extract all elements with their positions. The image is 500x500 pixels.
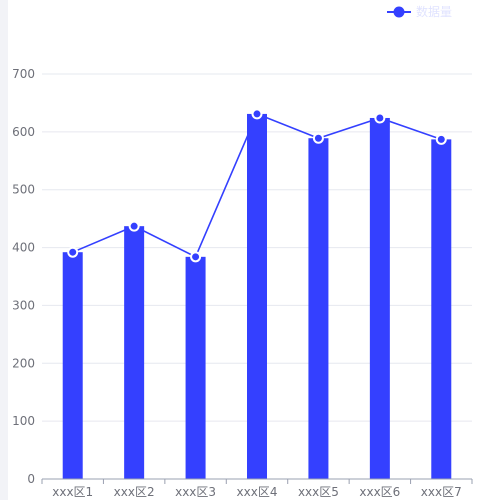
y-tick-label: 600 bbox=[12, 125, 35, 139]
line-point[interactable] bbox=[67, 246, 79, 258]
bar[interactable] bbox=[62, 252, 83, 479]
x-axis: xxx区1 xxx区2 xxx区3 xxx区4 xxx区5 xxx区6 xxx区7 bbox=[41, 478, 473, 499]
bar[interactable] bbox=[308, 138, 329, 479]
y-tick-label: 100 bbox=[12, 414, 35, 428]
y-tick-label: 200 bbox=[12, 356, 35, 370]
y-tick-label: 0 bbox=[27, 472, 35, 486]
x-tick-label: xxx区7 bbox=[421, 485, 462, 499]
y-tick-label: 700 bbox=[12, 67, 35, 81]
x-tick-label: xxx区6 bbox=[359, 485, 400, 499]
legend[interactable]: 数据量 bbox=[387, 4, 452, 19]
x-tick-label: xxx区5 bbox=[298, 485, 339, 499]
legend-marker-icon bbox=[393, 6, 405, 18]
x-tick-label: xxx区4 bbox=[237, 485, 278, 499]
bar[interactable] bbox=[247, 113, 267, 480]
y-tick-label: 400 bbox=[12, 241, 35, 255]
grid-lines bbox=[42, 73, 472, 422]
y-tick-label: 500 bbox=[12, 183, 35, 197]
line-point[interactable] bbox=[435, 133, 447, 145]
bar[interactable] bbox=[185, 256, 206, 479]
y-axis-ticks: 0 100 200 300 400 500 600 700 bbox=[12, 67, 35, 486]
line-point[interactable] bbox=[374, 112, 386, 124]
bar[interactable] bbox=[369, 117, 390, 479]
bar[interactable] bbox=[124, 226, 145, 479]
x-tick-label: xxx区3 bbox=[175, 485, 216, 499]
x-tick-label: xxx区1 bbox=[52, 485, 93, 499]
line-point[interactable] bbox=[128, 220, 140, 232]
line-point[interactable] bbox=[312, 132, 324, 144]
line-series bbox=[67, 108, 447, 263]
left-edge-strip bbox=[0, 0, 8, 500]
y-tick-label: 300 bbox=[12, 298, 35, 312]
x-tick-label: xxx区2 bbox=[114, 485, 155, 499]
line-point[interactable] bbox=[251, 108, 263, 120]
bar-series bbox=[62, 113, 452, 480]
bar[interactable] bbox=[431, 139, 452, 479]
line-point[interactable] bbox=[190, 251, 202, 263]
legend-label: 数据量 bbox=[416, 4, 452, 19]
